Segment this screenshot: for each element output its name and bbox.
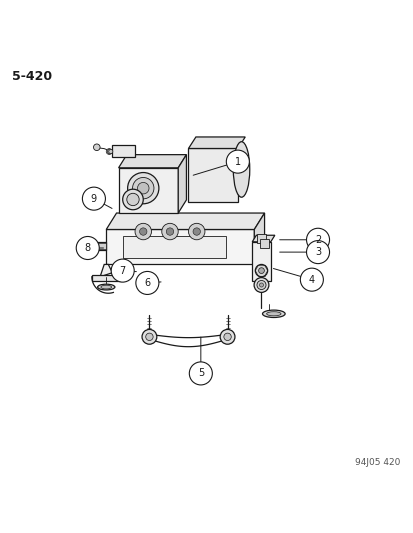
Text: 2: 2 [314, 235, 320, 245]
Polygon shape [252, 242, 270, 281]
Ellipse shape [101, 285, 112, 289]
Circle shape [255, 264, 267, 277]
Polygon shape [100, 264, 112, 277]
Circle shape [256, 280, 266, 289]
Polygon shape [118, 168, 178, 213]
Circle shape [142, 329, 157, 344]
Polygon shape [118, 155, 186, 168]
Text: 5: 5 [197, 368, 204, 378]
Polygon shape [188, 149, 237, 202]
Circle shape [135, 223, 151, 240]
Polygon shape [83, 242, 106, 250]
Polygon shape [188, 137, 244, 149]
Ellipse shape [97, 284, 115, 290]
Polygon shape [96, 243, 106, 249]
Circle shape [135, 271, 159, 294]
Text: 9: 9 [90, 193, 97, 204]
Text: 3: 3 [314, 247, 320, 257]
Polygon shape [92, 274, 120, 281]
Bar [260, 239, 268, 248]
Polygon shape [106, 230, 254, 264]
Circle shape [145, 333, 153, 341]
Circle shape [107, 149, 112, 154]
Circle shape [189, 362, 212, 385]
Circle shape [220, 329, 235, 344]
Circle shape [226, 150, 249, 173]
Circle shape [111, 259, 134, 282]
Circle shape [192, 228, 200, 235]
Circle shape [137, 182, 149, 194]
Circle shape [106, 149, 112, 155]
Circle shape [139, 228, 147, 235]
Circle shape [259, 283, 263, 287]
Circle shape [76, 237, 99, 260]
Circle shape [258, 268, 264, 273]
Bar [256, 233, 266, 243]
Ellipse shape [233, 142, 249, 197]
Text: 4: 4 [308, 274, 314, 285]
Ellipse shape [266, 312, 280, 316]
Circle shape [166, 228, 173, 235]
Circle shape [299, 268, 323, 291]
Circle shape [109, 149, 113, 154]
Polygon shape [252, 235, 274, 242]
Text: 1: 1 [234, 157, 240, 167]
Circle shape [132, 177, 154, 199]
Circle shape [82, 187, 105, 210]
Circle shape [306, 240, 329, 264]
Circle shape [93, 144, 100, 150]
Circle shape [87, 242, 95, 250]
Ellipse shape [262, 310, 285, 318]
Text: 7: 7 [119, 265, 126, 276]
Polygon shape [178, 155, 186, 213]
Bar [122, 236, 225, 259]
Circle shape [254, 278, 268, 293]
Text: 8: 8 [85, 243, 90, 253]
Circle shape [126, 193, 139, 206]
Text: 5-420: 5-420 [12, 70, 52, 83]
Polygon shape [254, 213, 264, 264]
Text: 6: 6 [144, 278, 150, 288]
Polygon shape [112, 145, 135, 157]
Circle shape [122, 189, 143, 210]
Polygon shape [106, 213, 264, 230]
Circle shape [306, 228, 329, 251]
Circle shape [127, 173, 159, 204]
Text: 94J05 420: 94J05 420 [354, 458, 399, 467]
Circle shape [161, 223, 178, 240]
Circle shape [223, 333, 231, 341]
Circle shape [188, 223, 204, 240]
